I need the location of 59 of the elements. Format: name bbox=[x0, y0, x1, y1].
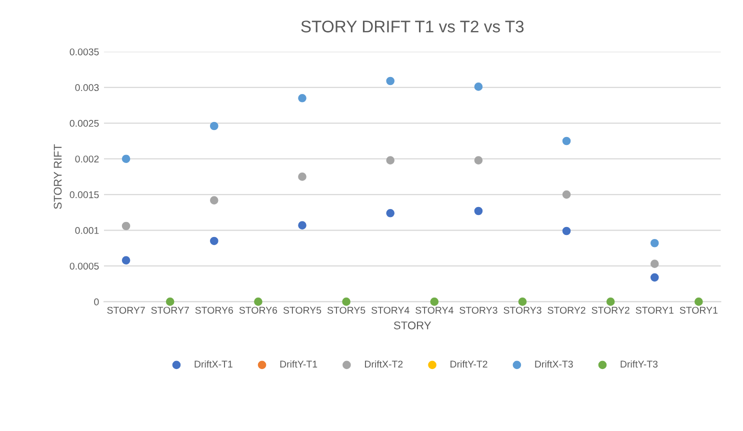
legend-label: DriftY-T2 bbox=[450, 360, 488, 368]
x-tick-label: STORY7 bbox=[107, 306, 145, 314]
y-axis-title: STORY RIFT bbox=[54, 144, 62, 209]
chart-title: STORY DRIFT T1 vs T2 vs T3 bbox=[301, 20, 524, 32]
point bbox=[386, 156, 395, 164]
y-tick-label: 0.003 bbox=[75, 84, 99, 92]
point bbox=[386, 208, 395, 218]
x-tick-label: STORY5 bbox=[327, 306, 366, 314]
point bbox=[650, 238, 659, 248]
x-tick-label: STORY4 bbox=[372, 306, 410, 314]
point bbox=[562, 226, 571, 236]
x-tick-label: STORY2 bbox=[592, 306, 630, 314]
y-tick-label: 0.001 bbox=[75, 227, 99, 234]
legend-label: DriftX-T3 bbox=[535, 360, 573, 368]
point bbox=[298, 221, 306, 230]
x-tick-label: STORY3 bbox=[460, 306, 498, 314]
legend-label: DriftY-T3 bbox=[620, 360, 658, 368]
y-tick-label: 0.002 bbox=[75, 156, 99, 162]
legend-label: DriftY-T1 bbox=[280, 360, 318, 368]
y-tick-label: 0.0025 bbox=[70, 120, 99, 127]
point bbox=[606, 298, 615, 306]
x-axis-title: STORY bbox=[394, 321, 432, 330]
y-tick-label: 0.0035 bbox=[70, 48, 99, 56]
point bbox=[298, 172, 306, 181]
point bbox=[210, 236, 218, 246]
point bbox=[122, 222, 130, 230]
point bbox=[694, 298, 703, 306]
x-tick-label: STORY1 bbox=[680, 306, 718, 314]
x-tick-label: STORY4 bbox=[416, 306, 454, 314]
point bbox=[430, 298, 439, 306]
point bbox=[210, 196, 218, 204]
point bbox=[650, 260, 659, 268]
y-tick-label: 0 bbox=[94, 298, 99, 306]
point bbox=[122, 154, 130, 164]
point bbox=[166, 298, 174, 306]
legend-label: DriftX-T2 bbox=[364, 360, 403, 368]
point bbox=[386, 76, 395, 86]
point bbox=[562, 190, 571, 199]
x-tick-label: STORY5 bbox=[283, 306, 322, 314]
x-tick-label: STORY7 bbox=[151, 306, 189, 314]
point bbox=[254, 298, 262, 306]
point bbox=[210, 122, 218, 130]
point bbox=[298, 94, 306, 102]
x-tick-label: STORY3 bbox=[504, 306, 542, 314]
point bbox=[474, 156, 483, 164]
legend-label: DriftX-T1 bbox=[194, 360, 232, 368]
point bbox=[518, 298, 527, 306]
x-tick-label: STORY6 bbox=[239, 306, 278, 314]
x-tick-label: STORY2 bbox=[548, 306, 586, 314]
y-tick-label: 0.0005 bbox=[70, 262, 99, 270]
y-tick-label: 0.0015 bbox=[70, 191, 99, 198]
point bbox=[342, 298, 350, 306]
x-tick-label: STORY1 bbox=[636, 306, 674, 314]
x-tick-label: STORY6 bbox=[195, 306, 233, 314]
point bbox=[474, 206, 483, 216]
point bbox=[650, 273, 659, 282]
point bbox=[122, 256, 130, 264]
point bbox=[474, 82, 483, 91]
point bbox=[562, 136, 571, 146]
